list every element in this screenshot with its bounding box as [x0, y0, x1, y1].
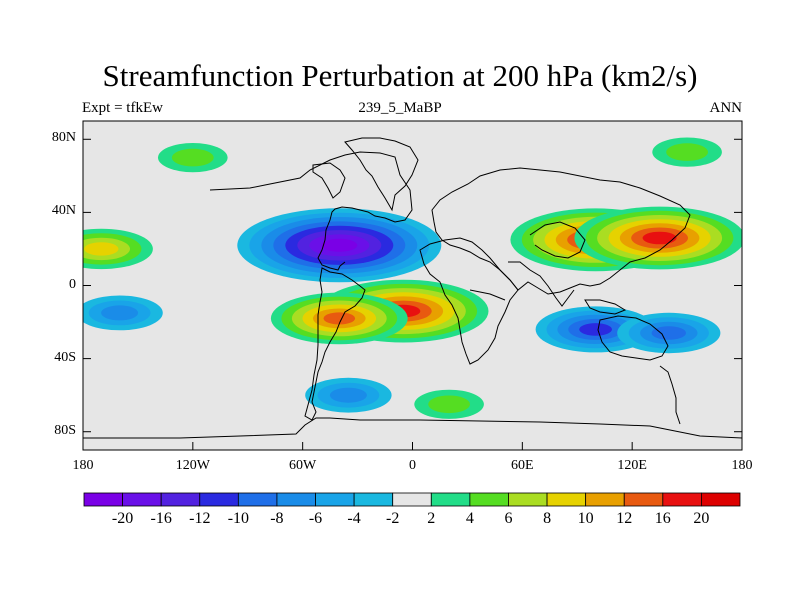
contour-region — [642, 231, 677, 245]
case-label: 239_5_MaBP — [358, 100, 442, 116]
season-label: ANN — [709, 100, 743, 116]
lat-tick-label: 80N — [51, 130, 76, 146]
contour-region — [84, 242, 119, 256]
colorbar-swatch — [276, 492, 316, 507]
colorbar-label: -6 — [308, 510, 323, 527]
colorbar-label: 2 — [427, 510, 436, 527]
colorbar — [83, 492, 741, 507]
colorbar-swatch — [508, 492, 548, 507]
contour-region — [101, 305, 139, 321]
colorbar-label: -16 — [150, 510, 172, 527]
lat-tick-label: 80S — [54, 422, 76, 438]
colorbar-swatch — [623, 492, 664, 507]
colorbar-swatch — [199, 492, 239, 507]
lat-tick-label: 40N — [51, 203, 76, 219]
colorbar-swatch — [160, 492, 201, 507]
lat-tick-label: 40S — [54, 349, 76, 365]
coastlines — [83, 137, 742, 439]
contour-region — [651, 326, 686, 340]
lon-tick-label: 180 — [72, 458, 94, 473]
colorbar-swatch — [662, 492, 702, 507]
contour-region — [329, 387, 367, 403]
colorbar-swatch — [469, 492, 509, 507]
colorbar-label: 16 — [654, 510, 671, 527]
colorbar-swatch — [83, 492, 123, 507]
lon-tick-label: 120E — [617, 458, 647, 473]
lon-tick-label: 120W — [175, 458, 210, 473]
contour-region — [323, 312, 356, 325]
colorbar-label: -8 — [270, 510, 284, 527]
contour-region — [666, 143, 708, 161]
colorbar-swatch — [353, 492, 394, 507]
colorbar-swatch — [585, 492, 625, 507]
colorbar-label: -10 — [227, 510, 250, 527]
lon-tick-label: 180 — [731, 458, 753, 473]
colorbar-swatch — [430, 492, 471, 507]
contour-fields — [83, 121, 742, 450]
colorbar-label: 20 — [693, 510, 710, 527]
map-title: Streamfunction Perturbation at 200 hPa (… — [102, 58, 698, 93]
colorbar-swatch — [122, 492, 162, 507]
colorbar-label: -20 — [111, 510, 134, 527]
colorbar-swatch — [546, 492, 587, 507]
colorbar-swatch — [701, 492, 741, 507]
contour-region — [321, 238, 358, 252]
lon-tick-label: 60W — [289, 458, 317, 473]
colorbar-label: 8 — [543, 510, 552, 527]
colorbar-label: -2 — [386, 510, 400, 527]
colorbar-swatch — [392, 492, 432, 507]
colorbar-label: 10 — [577, 510, 594, 527]
contour-region — [428, 395, 470, 414]
colorbar-label: 6 — [504, 510, 513, 527]
experiment-label: Expt = tfkEw — [82, 100, 163, 116]
colorbar-label: 4 — [465, 510, 474, 527]
colorbar-swatch — [315, 492, 355, 507]
colorbar-label: -12 — [189, 510, 211, 527]
axis-ticks — [82, 138, 743, 450]
contour-region — [171, 148, 214, 167]
lon-tick-label: 60E — [511, 458, 534, 473]
colorbar-label: -4 — [347, 510, 361, 527]
contour-region — [579, 323, 612, 336]
lat-tick-label: 0 — [69, 276, 76, 292]
lon-tick-label: 0 — [409, 458, 416, 473]
colorbar-swatch — [237, 492, 278, 507]
colorbar-label: 12 — [616, 510, 633, 527]
